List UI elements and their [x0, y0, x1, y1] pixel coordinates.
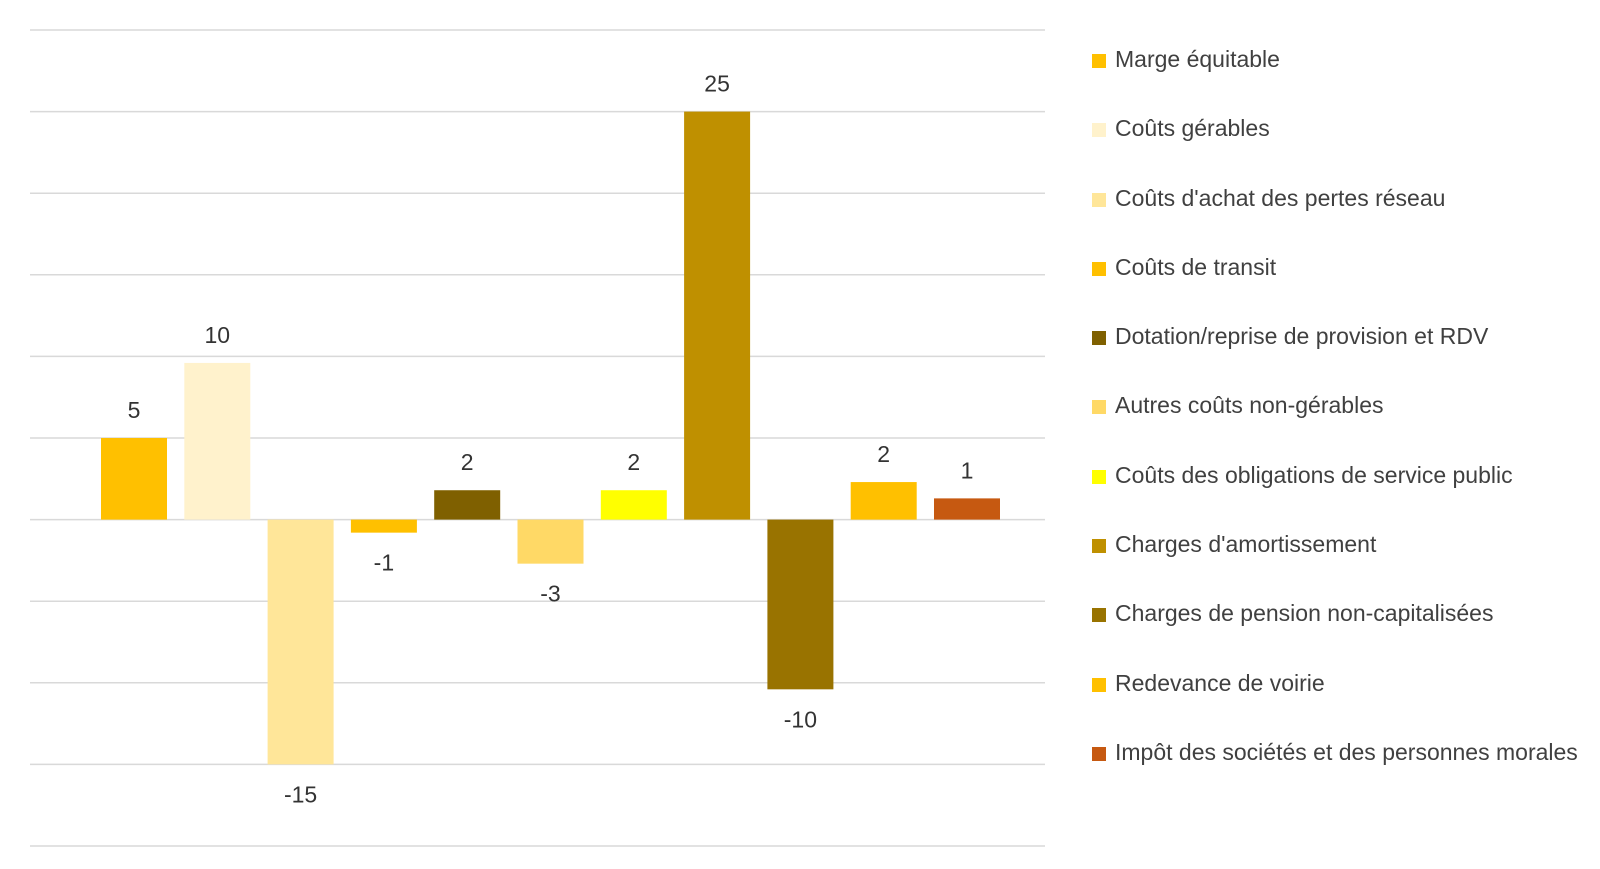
data-label-3: -15 — [284, 781, 317, 807]
legend-swatch — [1092, 469, 1106, 484]
legend-label: Charges d'amortissement — [1115, 531, 1377, 558]
legend-swatch — [1092, 123, 1106, 138]
legend-label: Coûts gérables — [1115, 115, 1270, 142]
bar-7 — [600, 490, 667, 520]
data-label-1: 5 — [128, 397, 141, 423]
legend-swatch — [1092, 400, 1106, 415]
legend-label: Autres coûts non-gérables — [1115, 392, 1384, 419]
legend-swatch — [1092, 54, 1106, 68]
legend-item-6: Autres coûts non-gérables — [1092, 388, 1592, 457]
legend-item-8: Charges d'amortissement — [1092, 527, 1592, 596]
legend-swatch — [1092, 608, 1106, 623]
legend-item-10: Redevance de voirie — [1092, 666, 1592, 735]
legend-item-2: Coûts gérables — [1092, 111, 1592, 180]
legend-swatch — [1092, 261, 1106, 276]
data-label-11: 1 — [961, 457, 974, 483]
bar-3 — [267, 519, 334, 765]
data-label-8: 25 — [704, 71, 730, 97]
legend-label: Coûts de transit — [1115, 253, 1277, 280]
legend-label: Charges de pension non-capitalisées — [1115, 600, 1494, 627]
data-labels: 5 10 -15 -1 2 -3 2 25 -10 2 1 — [128, 71, 974, 808]
legend-item-9: Charges de pension non-capitalisées — [1092, 596, 1592, 665]
bars — [101, 111, 1000, 765]
bar-11 — [934, 498, 1000, 520]
bar-4 — [350, 519, 417, 533]
legend-label: Dotation/reprise de provision et RDV — [1115, 323, 1489, 350]
bar-10 — [850, 482, 917, 520]
legend-swatch — [1092, 746, 1106, 761]
legend-label: Marge équitable — [1115, 46, 1280, 72]
data-label-10: 2 — [877, 441, 890, 467]
data-label-2: 10 — [205, 322, 231, 348]
gridlines — [30, 29, 1045, 847]
legend-item-4: Coûts de transit — [1092, 250, 1592, 319]
data-label-4: -1 — [374, 550, 394, 576]
data-label-5: 2 — [461, 449, 474, 475]
bar-1 — [101, 438, 167, 520]
legend-item-3: Coûts d'achat des pertes réseau — [1092, 181, 1592, 250]
bar-6 — [517, 519, 584, 564]
bar-5 — [434, 490, 501, 520]
legend-label: Coûts des obligations de service public — [1115, 461, 1513, 488]
bar-8 — [684, 111, 751, 520]
bar-9 — [767, 519, 834, 690]
legend-item-5: Dotation/reprise de provision et RDV — [1092, 319, 1592, 388]
legend-label: Impôt des sociétés et des personnes mora… — [1115, 738, 1578, 765]
legend-swatch — [1092, 677, 1106, 692]
data-label-9: -10 — [784, 706, 817, 732]
data-label-7: 2 — [627, 449, 640, 475]
data-label-6: -3 — [540, 581, 560, 607]
legend-item-7: Coûts des obligations de service public — [1092, 458, 1592, 527]
legend-swatch — [1092, 331, 1106, 346]
legend-swatch — [1092, 192, 1106, 207]
bar-2 — [184, 362, 251, 520]
legend-label: Coûts d'achat des pertes réseau — [1115, 184, 1446, 211]
legend-item-1: Marge équitable — [1092, 42, 1592, 111]
legend-swatch — [1092, 539, 1106, 554]
legend-label: Redevance de voirie — [1115, 669, 1325, 696]
legend-item-11: Impôt des sociétés et des personnes mora… — [1092, 735, 1592, 804]
legend: Marge équitable Coûts gérables Coûts d'ach… — [1092, 42, 1592, 804]
